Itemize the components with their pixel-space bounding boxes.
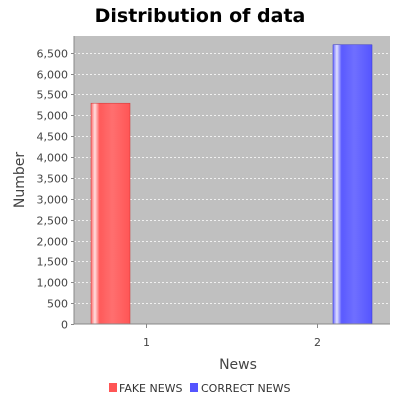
y-axis-ticks: 0 500 1,000 1,500 2,000 2,500 3,000 3,500 4,000 4… <box>37 48 74 332</box>
bar-fake-news <box>90 102 131 325</box>
x-tick-label: 2 <box>314 336 321 349</box>
y-tick-label: 0 <box>61 319 68 332</box>
y-tick-label: 4,500 <box>37 131 69 144</box>
y-tick-label: 1,500 <box>37 256 69 269</box>
legend-label-fake-news: FAKE NEWS <box>119 382 183 395</box>
y-tick-label: 3,000 <box>37 194 69 207</box>
legend-swatch-correct-news <box>190 383 198 392</box>
legend: FAKE NEWS CORRECT NEWS <box>109 382 291 395</box>
y-axis-title: Number <box>12 152 28 208</box>
chart-title: Distribution of data <box>95 5 306 27</box>
y-tick-label: 5,000 <box>37 110 69 123</box>
x-axis-title: News <box>219 357 257 373</box>
x-tick-label: 1 <box>143 336 150 349</box>
y-tick-label: 2,000 <box>37 236 69 249</box>
y-tick-label: 2,500 <box>37 215 69 228</box>
legend-swatch-fake-news <box>109 383 117 392</box>
bars <box>90 44 373 325</box>
y-tick-label: 5,500 <box>37 89 69 102</box>
y-tick-label: 6,000 <box>37 69 69 82</box>
y-tick-label: 500 <box>47 298 68 311</box>
legend-label-correct-news: CORRECT NEWS <box>201 382 291 395</box>
y-tick-label: 4,000 <box>37 152 69 165</box>
y-tick-label: 1,000 <box>37 277 69 290</box>
bar-correct-news <box>332 44 373 325</box>
y-tick-label: 3,500 <box>37 173 69 186</box>
y-tick-label: 6,500 <box>37 48 69 61</box>
